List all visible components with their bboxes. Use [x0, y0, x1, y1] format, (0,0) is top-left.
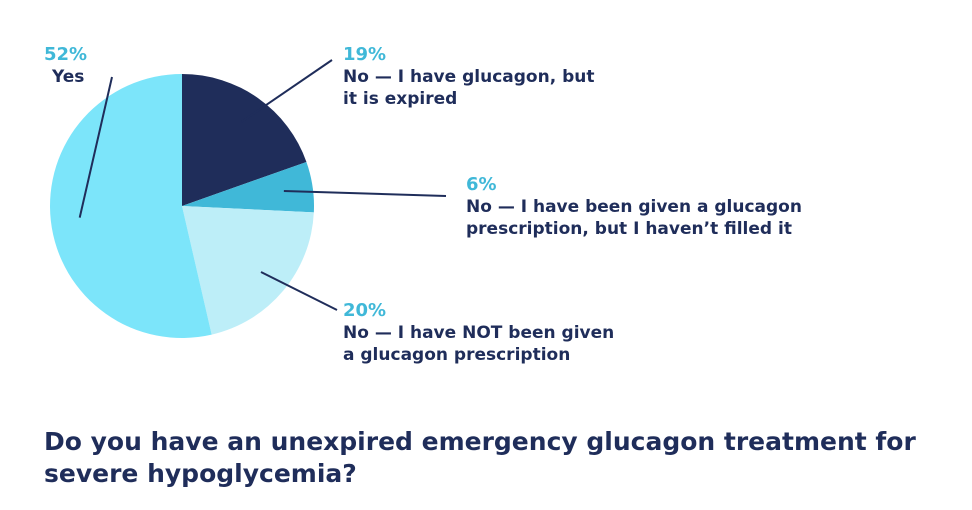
slice-label-expired: 19% No — I have glucagon, but it is expi…: [343, 44, 594, 110]
slice-label-yes: 52% Yes: [44, 44, 87, 88]
slice-pct-not-given: 20%: [343, 300, 387, 321]
leader-line-not-given: [260, 271, 338, 311]
slice-pct-not-filled: 6%: [466, 174, 497, 195]
chart-title: Do you have an unexpired emergency gluca…: [44, 427, 916, 488]
pie-chart: [50, 59, 447, 338]
pie-slice-not-given: [182, 206, 314, 335]
pie-slice-expired: [182, 74, 307, 206]
slice-text-yes: Yes: [52, 67, 85, 87]
slice-text-expired-line1: No — I have glucagon, but: [343, 67, 595, 87]
slice-pct-expired: 19%: [343, 44, 387, 65]
leader-line-expired: [240, 59, 333, 123]
slice-text-expired-line2: it is expired: [343, 89, 458, 109]
slice-text-not-filled-line2: prescription, but I haven’t filled it: [466, 219, 792, 239]
slice-label-not-given: 20% No — I have NOT been given a glucago…: [343, 300, 614, 366]
leader-line-not-filled: [283, 190, 447, 197]
slice-text-not-given-line2: a glucagon prescription: [343, 345, 571, 365]
slice-text-not-filled-line1: No — I have been given a glucagon: [466, 197, 802, 217]
slice-label-not-filled: 6% No — I have been given a glucagon pre…: [466, 174, 802, 240]
slice-text-not-given-line1: No — I have NOT been given: [343, 323, 615, 343]
leader-line-yes: [78, 76, 113, 218]
pie-slice-yes: [50, 74, 212, 338]
pie-slice-not-filled: [182, 161, 314, 213]
slice-pct-yes: 52%: [44, 44, 88, 65]
